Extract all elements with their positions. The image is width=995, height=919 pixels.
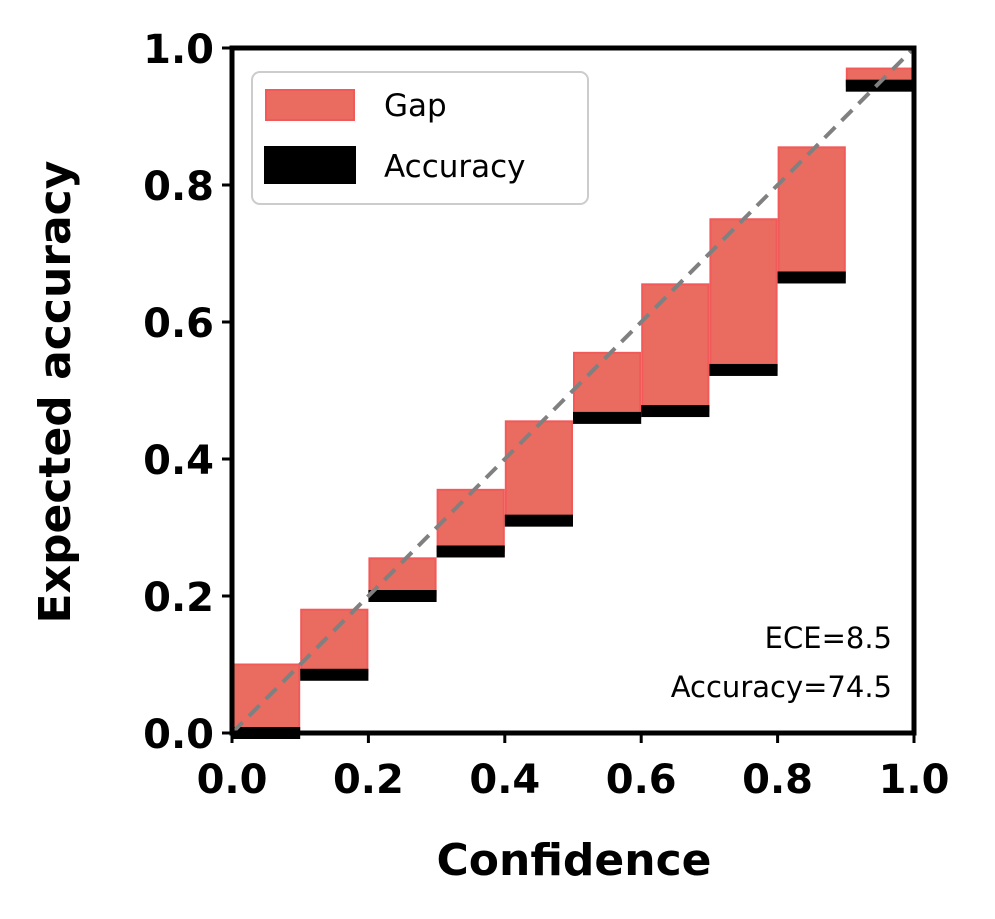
y-tick-label-0: 0.0 [143,712,214,758]
gap-bar-7 [709,218,778,371]
gap-bar-8 [777,146,846,279]
gap-bar-2 [368,557,437,598]
accuracy-bar-8 [777,271,846,284]
plot-frame [229,45,917,736]
gap-bar-1 [300,608,369,676]
y-tick-label-3: 0.6 [143,301,214,347]
x-tick-label-3: 0.6 [606,757,677,803]
x-tick-label-2: 0.4 [469,757,540,803]
y-tick-label-5: 1.0 [143,27,214,73]
y-axis-label: Expected accuracy [30,161,81,624]
legend: Gap Accuracy [251,71,589,205]
legend-label-gap: Gap [384,88,447,124]
y-tick-label-2: 0.4 [143,438,214,484]
accuracy-bar-4 [504,514,573,527]
y-tick-label-1: 0.2 [143,575,214,621]
bars-layer [232,67,914,739]
x-tick-label-0: 0.0 [197,757,268,803]
gap-bar-4 [504,420,573,522]
accuracy-bar-9 [845,79,914,92]
accuracy-bar-7 [709,363,778,376]
legend-swatch-gap [265,89,355,121]
x-axis-label: Confidence [436,835,711,886]
accuracy-bar-2 [368,590,437,602]
accuracy-bar-1 [300,668,369,681]
accuracy-bar-5 [573,411,642,424]
gap-bar-5 [573,351,642,419]
x-tick-label-1: 0.2 [333,757,404,803]
legend-swatch-accuracy [264,146,356,184]
y-tick-label-4: 0.8 [143,164,214,210]
gap-bar-6 [641,283,710,413]
x-tick-label-5: 1.0 [879,757,950,803]
legend-label-accuracy: Accuracy [384,149,526,185]
annotation-accuracy: Accuracy=74.5 [671,670,892,704]
accuracy-bar-6 [641,405,710,418]
accuracy-bar-3 [436,545,505,558]
annotation-ece: ECE=8.5 [765,621,892,655]
perfect-calibration-line [230,46,916,735]
gap-bar-3 [436,488,505,553]
axis-ticks: 0.0 0.2 0.4 0.6 0.8 1.0 0.0 0.2 0.4 0.6 0.8 1.0 [143,27,949,803]
x-tick-label-4: 0.8 [742,757,813,803]
